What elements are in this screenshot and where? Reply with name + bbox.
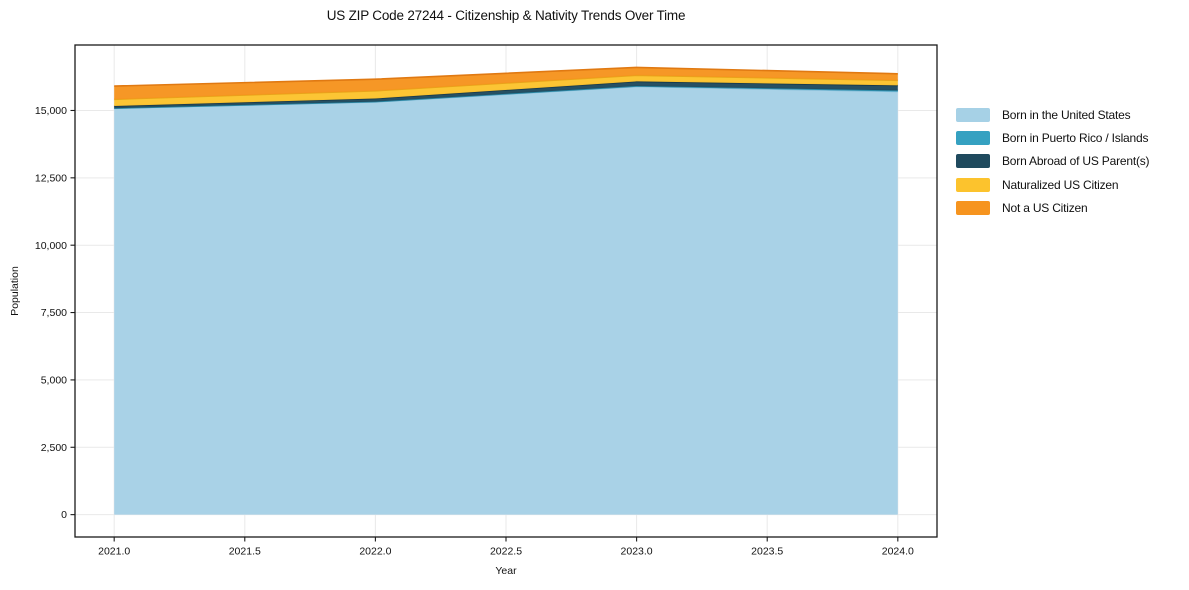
area-not-a-us-citizen bbox=[114, 67, 898, 100]
legend-label: Born in Puerto Rico / Islands bbox=[1002, 131, 1149, 146]
legend-item: Born Abroad of US Parent(s) bbox=[956, 150, 1150, 173]
legend-swatch bbox=[956, 177, 990, 192]
legend-label: Born in the United States bbox=[1002, 107, 1131, 122]
legend-label: Not a US Citizen bbox=[1002, 201, 1088, 216]
y-tick-label: 10,000 bbox=[35, 240, 67, 252]
x-tick-label: 2022.0 bbox=[359, 546, 391, 558]
y-tick-label: 15,000 bbox=[35, 105, 67, 117]
area-born-in-the-united-states bbox=[114, 86, 898, 515]
legend-swatch bbox=[956, 131, 990, 146]
legend-swatch bbox=[956, 201, 990, 216]
legend-label: Born Abroad of US Parent(s) bbox=[1002, 154, 1150, 169]
legend-item: Naturalized US Citizen bbox=[956, 173, 1149, 196]
legend-item: Born in the United States bbox=[956, 103, 1149, 126]
legend-swatch bbox=[956, 107, 990, 122]
legend-label: Naturalized US Citizen bbox=[1002, 177, 1119, 192]
y-tick-label: 0 bbox=[61, 509, 67, 521]
x-tick-label: 2024.0 bbox=[882, 546, 914, 558]
x-tick-label: 2023.5 bbox=[751, 546, 783, 558]
y-axis-label: Population bbox=[9, 266, 21, 316]
area-born-abroad-of-us-parent-s- bbox=[114, 81, 898, 109]
y-tick-label: 12,500 bbox=[35, 172, 67, 184]
legend-item: Born in Puerto Rico / Islands bbox=[956, 126, 1149, 149]
y-tick-label: 5,000 bbox=[41, 375, 67, 387]
chart-title: US ZIP Code 27244 - Citizenship & Nativi… bbox=[326, 8, 686, 23]
legend-item: Not a US Citizen bbox=[956, 197, 1149, 220]
legend-swatch bbox=[956, 154, 990, 169]
area-naturalized-us-citizen bbox=[114, 75, 898, 106]
y-tick-label: 2,500 bbox=[41, 442, 67, 454]
y-tick-label: 7,500 bbox=[41, 307, 67, 319]
x-axis-label: Year bbox=[495, 565, 517, 577]
x-tick-label: 2021.5 bbox=[229, 546, 261, 558]
x-tick-label: 2021.0 bbox=[98, 546, 130, 558]
x-tick-label: 2022.5 bbox=[490, 546, 522, 558]
legend: Born in the United States Born in Puerto … bbox=[956, 103, 1150, 220]
x-tick-label: 2023.0 bbox=[621, 546, 653, 558]
area-topline-not-a-us-citizen bbox=[114, 66, 898, 87]
